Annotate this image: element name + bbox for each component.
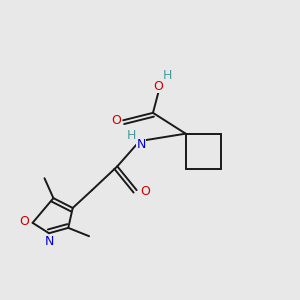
Text: O: O <box>141 185 151 198</box>
Text: N: N <box>45 235 54 248</box>
Text: O: O <box>19 215 29 228</box>
Text: O: O <box>111 114 121 127</box>
Text: N: N <box>136 138 146 151</box>
Text: H: H <box>162 69 172 82</box>
Text: O: O <box>153 80 163 93</box>
Text: H: H <box>127 129 136 142</box>
